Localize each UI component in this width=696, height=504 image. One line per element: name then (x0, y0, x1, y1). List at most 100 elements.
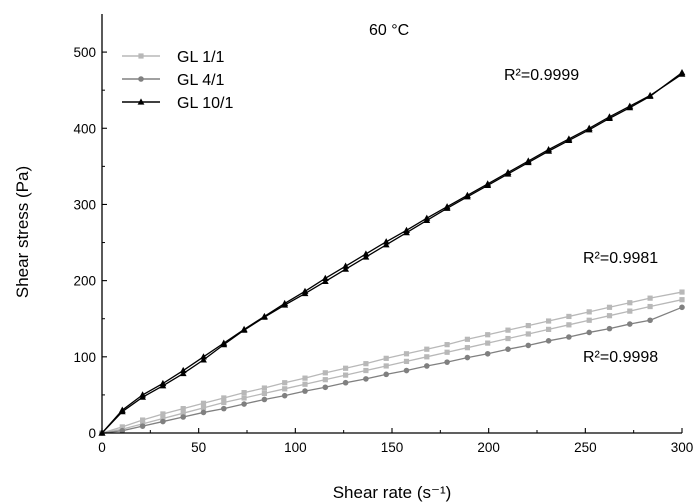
series-gl-1-1-point-0-10 (302, 375, 308, 381)
x-tick-label-300: 300 (671, 440, 694, 455)
series-gl-1-1-point-1-6 (221, 399, 227, 406)
series-gl-1-1-point-0-21 (525, 322, 531, 329)
legend-marker-gl-10-1 (137, 98, 145, 105)
series-gl-1-1-point-1-18 (464, 345, 470, 351)
series-gl-10-1-point-1-14 (382, 241, 390, 248)
series-gl-4-1-point-0-12 (342, 379, 349, 386)
series-gl-4-1-point-0-24 (586, 329, 592, 336)
series-gl-10-1-point-1-17 (443, 204, 451, 211)
series-gl-1-1-point-1-22 (546, 326, 552, 332)
series-gl-1-1-point-1-11 (322, 377, 328, 383)
series-gl-10-1-point-1-24 (585, 126, 593, 133)
series-gl-1-1-point-1-5 (200, 405, 207, 411)
series-gl-4-1-point-0-16 (424, 363, 430, 369)
series-gl-4-1-point-0-28 (679, 304, 685, 311)
legend-label-gl-4-1: GL 4/1 (177, 72, 225, 89)
series-gl-4-1-point-0-18 (464, 354, 471, 361)
series-gl-1-1-point-1-3 (160, 415, 166, 422)
y-tick-label-500: 500 (73, 45, 96, 60)
series-gl-4-1-point-0-22 (545, 338, 552, 344)
series-gl-1-1-point-0-12 (343, 365, 349, 371)
series-gl-1-1-point-0-4 (180, 406, 186, 412)
series-gl-10-1-point-1-20 (504, 170, 512, 177)
series-gl-1-1-point-1-16 (424, 354, 430, 360)
plot-area (98, 69, 686, 436)
series-gl-1-1-point-1-9 (282, 386, 288, 392)
series-gl-1-1-point-1-14 (383, 363, 389, 369)
y-tick-label-0: 0 (88, 426, 96, 441)
series-gl-1-1-point-0-11 (322, 370, 328, 376)
series-gl-1-1-point-0-24 (586, 309, 592, 315)
series-gl-1-1-point-0-14 (383, 355, 389, 361)
series-gl-10-1-point-1-13 (362, 253, 370, 260)
x-tick-label-100: 100 (284, 440, 307, 455)
series-gl-1-1-point-0-13 (363, 361, 369, 367)
series-gl-10-1-point-1-5 (200, 356, 207, 363)
tick-marks (101, 51, 683, 434)
series-gl-1-1-point-0-25 (606, 304, 613, 310)
r2-annotation-gl10: R²=0.9999 (504, 67, 579, 84)
series-gl-1-1-point-1-21 (525, 331, 531, 337)
series-gl-4-1-point-0-10 (302, 388, 308, 394)
x-tick-label-250: 250 (574, 440, 597, 455)
series-gl-1-1-point-0-9 (282, 380, 288, 386)
r2-annotation-lower: R²=0.9998 (583, 349, 658, 366)
legend-label-gl-1-1: GL 1/1 (177, 49, 225, 66)
series-gl-1-1-point-1-13 (363, 367, 369, 374)
series-gl-1-1-point-0-20 (505, 327, 511, 333)
series-gl-4-1-point-0-15 (403, 367, 410, 374)
series-gl-4-1-point-0-21 (525, 342, 532, 349)
series-gl-1-1-point-0-6 (221, 395, 227, 401)
series-gl-1-1-point-0-16 (424, 346, 430, 352)
series-gl-1-1-point-1-24 (586, 317, 592, 323)
series-gl-4-1-point-0-11 (322, 384, 329, 391)
x-axis-label: Shear rate (s⁻¹) (333, 483, 452, 502)
series-gl-1-1-point-0-27 (647, 295, 653, 301)
series-gl-10-1-point-1-2 (139, 393, 146, 400)
y-tick-label-200: 200 (73, 274, 96, 289)
series-gl-1-1-point-1-7 (241, 395, 247, 401)
series-gl-1-1-point-1-20 (505, 335, 511, 342)
series-gl-1-1-point-1-19 (485, 340, 491, 346)
series-gl-4-1-point-0-13 (363, 376, 369, 382)
series-gl-1-1-point-0-8 (261, 385, 267, 391)
series-gl-10-1-point-1-11 (321, 277, 329, 284)
series-gl-10-1-point-1-21 (524, 158, 532, 166)
series-gl-4-1-point-0-4 (180, 414, 186, 420)
series-gl-4-1-point-0-14 (383, 371, 390, 378)
series-gl-10-1-point-1-23 (565, 136, 573, 144)
series-gl-10-1-point-1-19 (484, 181, 492, 189)
series-gl-4-1-point-0-23 (566, 334, 572, 340)
series-gl-1-1-point-0-19 (485, 332, 491, 338)
series-gl-4-1-point-0-27 (647, 317, 653, 324)
series-gl-1-1-point-0-2 (140, 417, 146, 423)
y-axis-label: Shear stress (Pa) (13, 166, 32, 298)
legend-marker-gl-1-1 (138, 53, 144, 59)
legend: GL 1/1 GL 4/1 GL 10/1 (122, 49, 233, 112)
series-gl-4-1-point-0-19 (484, 350, 491, 357)
series-gl-1-1-point-1-15 (403, 358, 410, 364)
series-gl-1-1-point-1-10 (302, 381, 308, 387)
series-gl-10-1-point-1-18 (464, 193, 471, 200)
legend-marker-gl-4-1 (138, 76, 144, 82)
series-gl-4-1-point-0-6 (221, 405, 227, 412)
series-gl-1-1-point-0-18 (464, 336, 470, 342)
series-gl-4-1-point-0-1 (119, 427, 126, 434)
series-gl-10-1-point-1-25 (606, 114, 613, 121)
series-gl-1-1-point-0-17 (444, 342, 450, 348)
y-tick-label-100: 100 (73, 350, 96, 365)
series-gl-1-1-point-1-26 (627, 308, 633, 314)
x-tick-label-150: 150 (381, 440, 404, 455)
legend-label-gl-10-1: GL 10/1 (177, 95, 233, 112)
series-gl-10-1-point-1-16 (423, 216, 431, 224)
series-gl-1-1-point-1-4 (180, 410, 186, 416)
y-tick-label-300: 300 (73, 197, 96, 212)
series-gl-1-1-point-1-27 (647, 303, 653, 310)
series-gl-1-1-point-0-5 (200, 400, 207, 406)
series-gl-10-1-point-1-15 (403, 229, 410, 236)
series-gl-1-1-point-0-22 (546, 318, 552, 324)
x-tick-label-200: 200 (477, 440, 500, 455)
series-gl-10-1-point-1-9 (281, 301, 289, 308)
series-gl-1-1-point-1-12 (343, 372, 349, 378)
series-gl-10-1-point-1-3 (159, 382, 167, 389)
